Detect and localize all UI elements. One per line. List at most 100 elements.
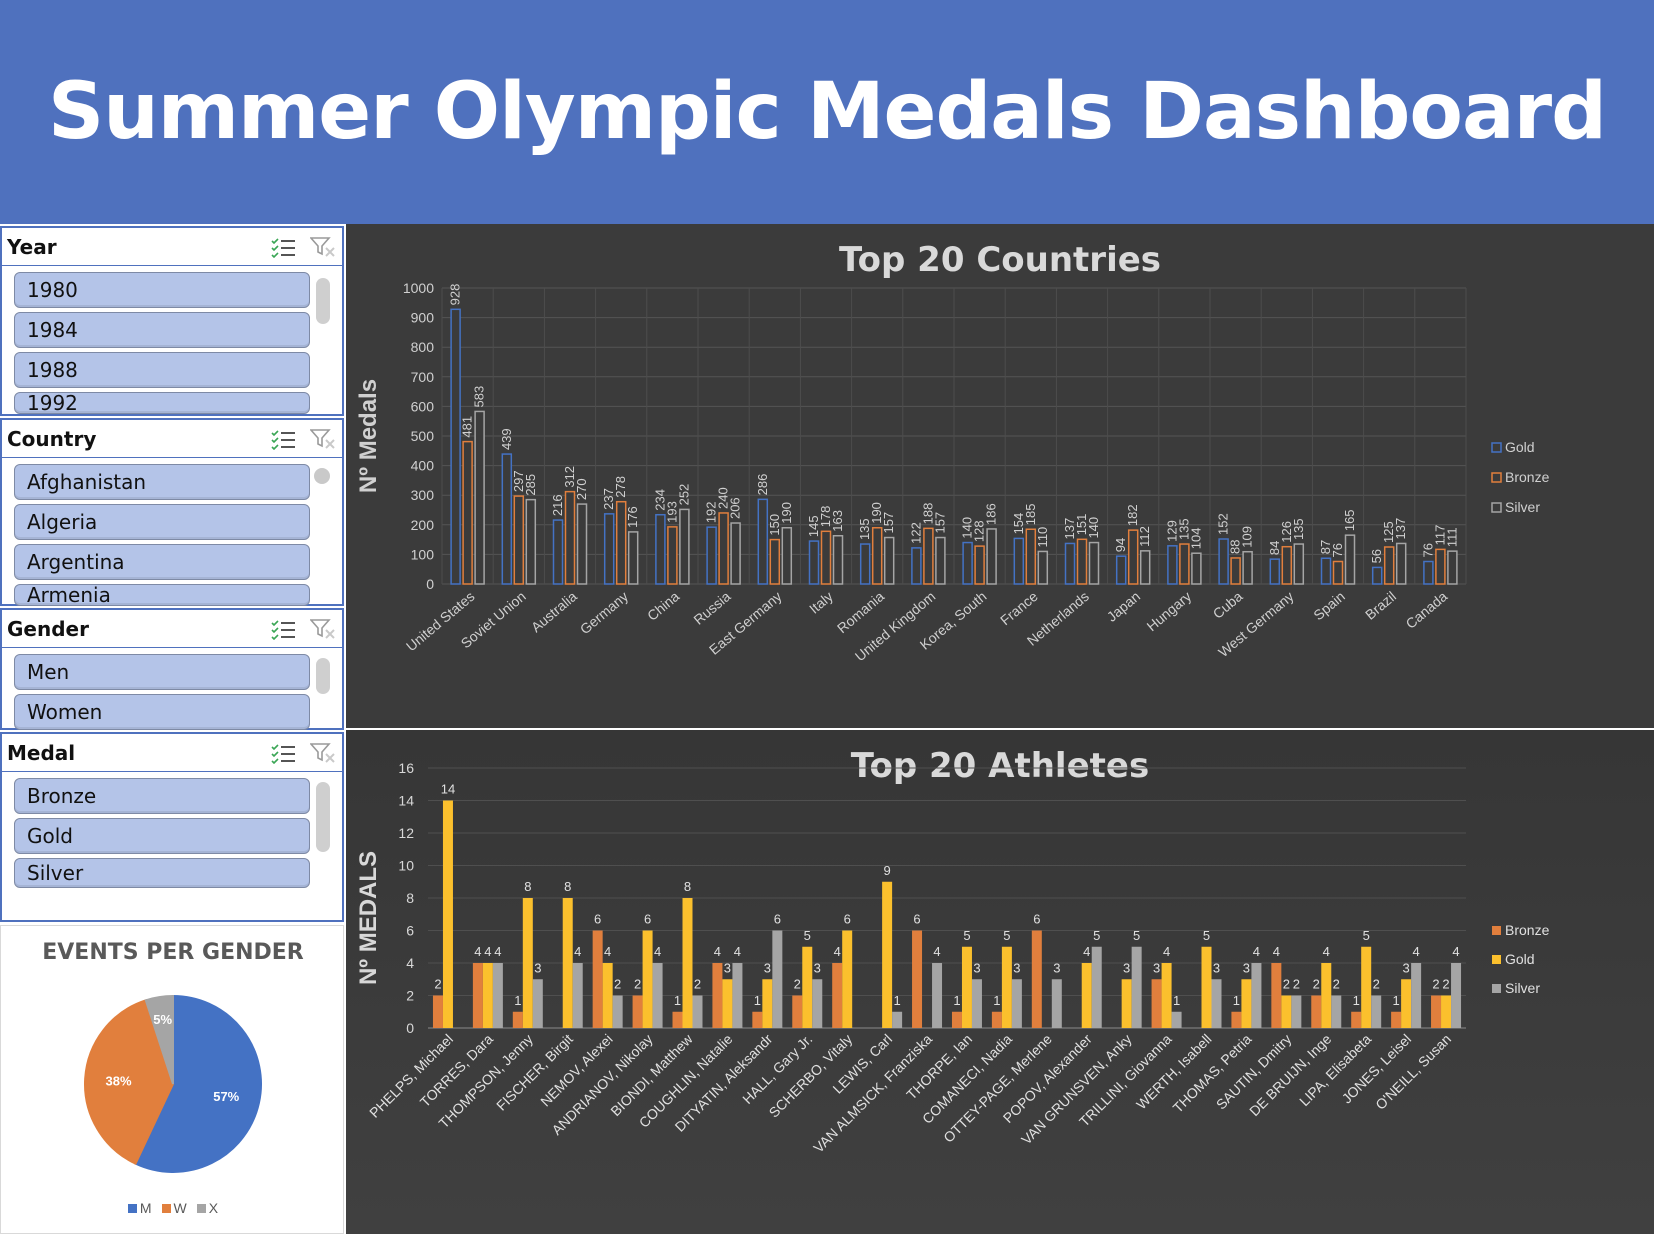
- data-label: 928: [448, 284, 463, 306]
- legend-label: Silver: [1505, 499, 1540, 515]
- bar: [642, 930, 653, 1028]
- data-label: 439: [499, 428, 514, 450]
- bar: [1201, 946, 1212, 1028]
- clear-filter-icon[interactable]: [310, 428, 336, 450]
- data-label: 2: [1283, 977, 1290, 992]
- slicer-item-1984[interactable]: 1984: [14, 312, 310, 348]
- data-label: 1: [953, 993, 960, 1008]
- bar: [1269, 558, 1281, 585]
- bar: [1411, 963, 1422, 1028]
- bar: [859, 543, 871, 585]
- data-label: 135: [1176, 518, 1191, 540]
- slicer-item-men[interactable]: Men: [14, 654, 310, 690]
- athletes-chart-title: Top 20 Athletes: [850, 746, 1150, 786]
- year-slicer: Year 1980 1984 1988 1992: [0, 226, 344, 416]
- bar: [1081, 963, 1092, 1028]
- medal-scrollbar[interactable]: [316, 782, 330, 852]
- clear-filter-icon[interactable]: [310, 236, 336, 258]
- bar: [1431, 995, 1442, 1028]
- gender-scrollbar[interactable]: [316, 658, 330, 694]
- data-label: 185: [1023, 504, 1038, 526]
- data-label: 192: [704, 501, 719, 523]
- bar: [1391, 1011, 1402, 1028]
- data-label: 137: [1062, 518, 1077, 540]
- bar: [552, 519, 564, 585]
- data-label: 4: [484, 944, 491, 959]
- bar: [951, 1011, 962, 1028]
- bar: [442, 800, 453, 1028]
- country-scrollbar[interactable]: [314, 468, 330, 484]
- data-label: 4: [494, 944, 501, 959]
- y-tick-label: 8: [406, 890, 414, 906]
- slicer-item-algeria[interactable]: Algeria: [14, 504, 310, 540]
- data-label: 4: [604, 944, 611, 959]
- multi-select-icon[interactable]: [270, 742, 296, 764]
- legend-label: X: [208, 1200, 219, 1216]
- y-tick-label: 14: [398, 793, 414, 809]
- clear-filter-icon[interactable]: [310, 742, 336, 764]
- data-label: 2: [614, 977, 621, 992]
- bar: [812, 979, 823, 1028]
- multi-select-icon[interactable]: [270, 428, 296, 450]
- clear-filter-icon[interactable]: [310, 618, 336, 640]
- slicer-header: Gender: [2, 610, 342, 648]
- bar: [492, 963, 503, 1028]
- data-label: 1: [1353, 993, 1360, 1008]
- bar: [603, 513, 615, 585]
- data-label: 6: [1033, 912, 1040, 927]
- y-tick-label: 500: [411, 428, 435, 444]
- year-scrollbar[interactable]: [316, 278, 330, 324]
- slicer-item-1992[interactable]: 1992: [14, 391, 310, 415]
- data-label: 122: [908, 522, 923, 544]
- pie-label: 57%: [213, 1089, 239, 1104]
- slicer-header: Country: [2, 420, 342, 458]
- data-label: 2: [1293, 977, 1300, 992]
- slicer-item-gold[interactable]: Gold: [14, 818, 310, 854]
- slicer-item-bronze[interactable]: Bronze: [14, 778, 310, 814]
- data-label: 1: [993, 993, 1000, 1008]
- legend-swatch: [161, 1204, 171, 1213]
- slicer-item-1980[interactable]: 1980: [14, 272, 310, 308]
- slicer-item-1988[interactable]: 1988: [14, 352, 310, 388]
- bar: [1320, 557, 1332, 585]
- bar: [892, 1011, 903, 1028]
- bar: [842, 930, 853, 1028]
- data-label: 109: [1240, 526, 1255, 548]
- data-label: 3: [1153, 960, 1160, 975]
- bar: [832, 535, 844, 585]
- bar: [932, 963, 943, 1028]
- data-label: 2: [1333, 977, 1340, 992]
- bar: [1121, 979, 1132, 1028]
- bar: [1088, 541, 1100, 585]
- bar: [462, 440, 473, 585]
- countries-chart-title: Top 20 Countries: [838, 240, 1162, 280]
- data-label: 1: [514, 993, 521, 1008]
- bar: [772, 930, 783, 1028]
- multi-select-icon[interactable]: [270, 618, 296, 640]
- data-label: 3: [764, 960, 771, 975]
- slicer-item-silver[interactable]: Silver: [14, 858, 310, 888]
- x-tick-label: Japan: [1104, 588, 1144, 625]
- data-label: 104: [1188, 528, 1203, 550]
- bar: [769, 538, 781, 585]
- slicer-title: Medal: [7, 740, 76, 765]
- legend-swatch: [1492, 926, 1501, 935]
- slicer-item-armenia[interactable]: Armenia: [14, 583, 310, 607]
- bar: [1013, 537, 1025, 585]
- data-label: 137: [1393, 518, 1408, 540]
- slicer-item-women[interactable]: Women: [14, 694, 310, 730]
- slicer-item-argentina[interactable]: Argentina: [14, 544, 310, 580]
- data-label: 5: [804, 928, 811, 943]
- y-axis-label: Nº Medals: [355, 379, 382, 493]
- multi-select-icon[interactable]: [270, 236, 296, 258]
- slicer-item-afghanistan[interactable]: Afghanistan: [14, 464, 310, 500]
- data-label: 165: [1342, 509, 1357, 531]
- bar: [1231, 1011, 1242, 1028]
- data-label: 8: [564, 879, 571, 894]
- bar: [592, 930, 603, 1028]
- data-label: 3: [1402, 960, 1409, 975]
- dashboard-header: Summer Olympic Medals Dashboard: [0, 0, 1654, 224]
- legend-label: W: [173, 1200, 187, 1216]
- bar: [1241, 979, 1252, 1028]
